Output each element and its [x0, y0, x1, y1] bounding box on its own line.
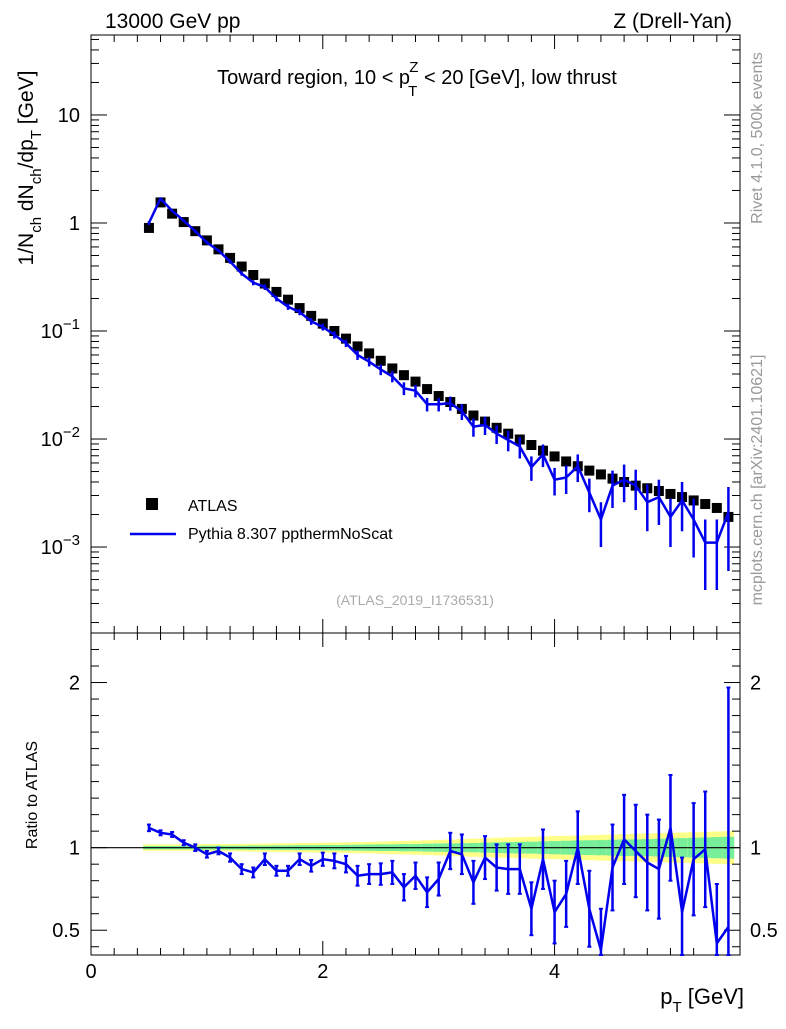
atlas-data-point: [352, 341, 363, 352]
main-y-tick-label: 10−3: [41, 532, 80, 559]
main-y-tick-exp: −3: [63, 532, 80, 549]
ylabel-part-3: ch: [28, 168, 45, 184]
ratio-y-tick-label: 1: [69, 838, 80, 860]
main-frame-border: [90, 34, 741, 634]
atlas-data-point: [665, 488, 676, 499]
atlas-data-point: [259, 278, 270, 289]
legend: ATLAS Pythia 8.307 ppthermNoScat: [130, 498, 393, 543]
chart-title-sup: Z: [409, 59, 418, 76]
atlas-data-point: [143, 222, 154, 233]
atlas-data-point: [167, 208, 178, 219]
pythia-line: [147, 197, 730, 544]
chart-title-prefix: Toward region, 10 < p: [217, 67, 410, 89]
header-left-label: 13000 GeV pp: [105, 10, 240, 33]
ratio-panel: 0 2 4 0.5 0.5 1 1 2 2: [52, 632, 778, 983]
chart-title-suffix: < 20 [GeV], low thrust: [418, 67, 617, 89]
atlas-data-point: [364, 348, 375, 359]
atlas-data-point: [271, 286, 282, 297]
atlas-data-point: [398, 370, 409, 381]
legend-atlas-label: ATLAS: [188, 498, 238, 515]
main-y-tick-label: 10−1: [41, 316, 80, 343]
ylabel-part-1: ch: [28, 217, 45, 233]
x-axis-label: pT [GeV]: [660, 984, 744, 1016]
rivet-label: Rivet 4.1.0, 500k events: [749, 52, 766, 224]
ylabel-part-6: [GeV]: [15, 71, 38, 131]
atlas-data-point: [433, 391, 444, 402]
x-tick-label: 0: [85, 961, 96, 983]
main-y-tick-exp: −2: [63, 424, 80, 441]
legend-atlas-marker: [146, 498, 158, 510]
atlas-data-point: [422, 384, 433, 395]
analysis-id: (ATLAS_2019_I1736531): [336, 592, 494, 608]
legend-pythia-label: Pythia 8.307 ppthermNoScat: [188, 526, 393, 543]
xlabel-part-0: p: [660, 984, 672, 1009]
ratio-y-tick-label-right: 2: [750, 673, 761, 695]
xlabel-part-2: [GeV]: [682, 984, 744, 1009]
main-y-tick-label: 1: [69, 213, 80, 235]
atlas-data-point: [306, 310, 317, 321]
ratio-y-tick-label: 0.5: [52, 920, 80, 942]
ratio-frame-border: [90, 632, 741, 956]
atlas-data-point: [584, 465, 595, 476]
atlas-data-point: [294, 303, 305, 314]
main-y-tick-base: 10: [41, 429, 63, 451]
atlas-data-point: [410, 376, 421, 387]
atlas-data-point: [468, 410, 479, 421]
x-tick-label: 2: [317, 961, 328, 983]
atlas-data-point: [549, 451, 560, 462]
ylabel-part-4: /dp: [15, 139, 38, 168]
ratio-y-tick-label: 2: [69, 673, 80, 695]
atlas-data-point: [700, 499, 711, 510]
atlas-data-point: [236, 261, 247, 272]
chart-title-sub: T: [408, 83, 417, 100]
atlas-data-point: [340, 333, 351, 344]
chart-title: Toward region, 10 < p TZ < 20 [GeV], low …: [217, 59, 617, 100]
main-y-axis-label: 1/Nch dNch/dpT [GeV]: [15, 71, 45, 266]
atlas-data-point: [283, 294, 294, 305]
main-y-tick-exp: −1: [63, 316, 80, 333]
main-y-tick-label: 10−2: [41, 424, 80, 451]
ratio-y-tick-label-right: 0.5: [750, 920, 778, 942]
atlas-data-point: [561, 456, 572, 467]
ylabel-part-0: 1/N: [15, 233, 38, 266]
x-tick-label: 4: [549, 961, 560, 983]
header-right-label: Z (Drell-Yan): [613, 10, 732, 33]
main-y-tick-base: 10: [41, 321, 63, 343]
ylabel-part-2: dN: [15, 184, 38, 217]
xlabel-part-1: T: [672, 999, 681, 1016]
atlas-data-point: [201, 235, 212, 246]
atlas-data-point: [248, 269, 259, 280]
ratio-y-tick-label-right: 1: [750, 838, 761, 860]
atlas-data-point: [225, 252, 236, 263]
atlas-data-point: [375, 355, 386, 366]
atlas-data-point: [595, 469, 606, 480]
atlas-data-point: [329, 326, 340, 337]
atlas-data-point: [526, 440, 537, 451]
atlas-data-point: [387, 363, 398, 374]
main-y-tick-base: 10: [41, 537, 63, 559]
ylabel-part-5: T: [28, 130, 45, 139]
ratio-y-axis-label: Ratio to ATLAS: [24, 741, 41, 849]
atlas-data-point: [711, 502, 722, 513]
atlas-data-point: [155, 197, 166, 208]
mcplots-label: mcplots.cern.ch [arXiv:2401.10621]: [749, 355, 766, 606]
main-y-tick-label: 10: [58, 105, 80, 127]
